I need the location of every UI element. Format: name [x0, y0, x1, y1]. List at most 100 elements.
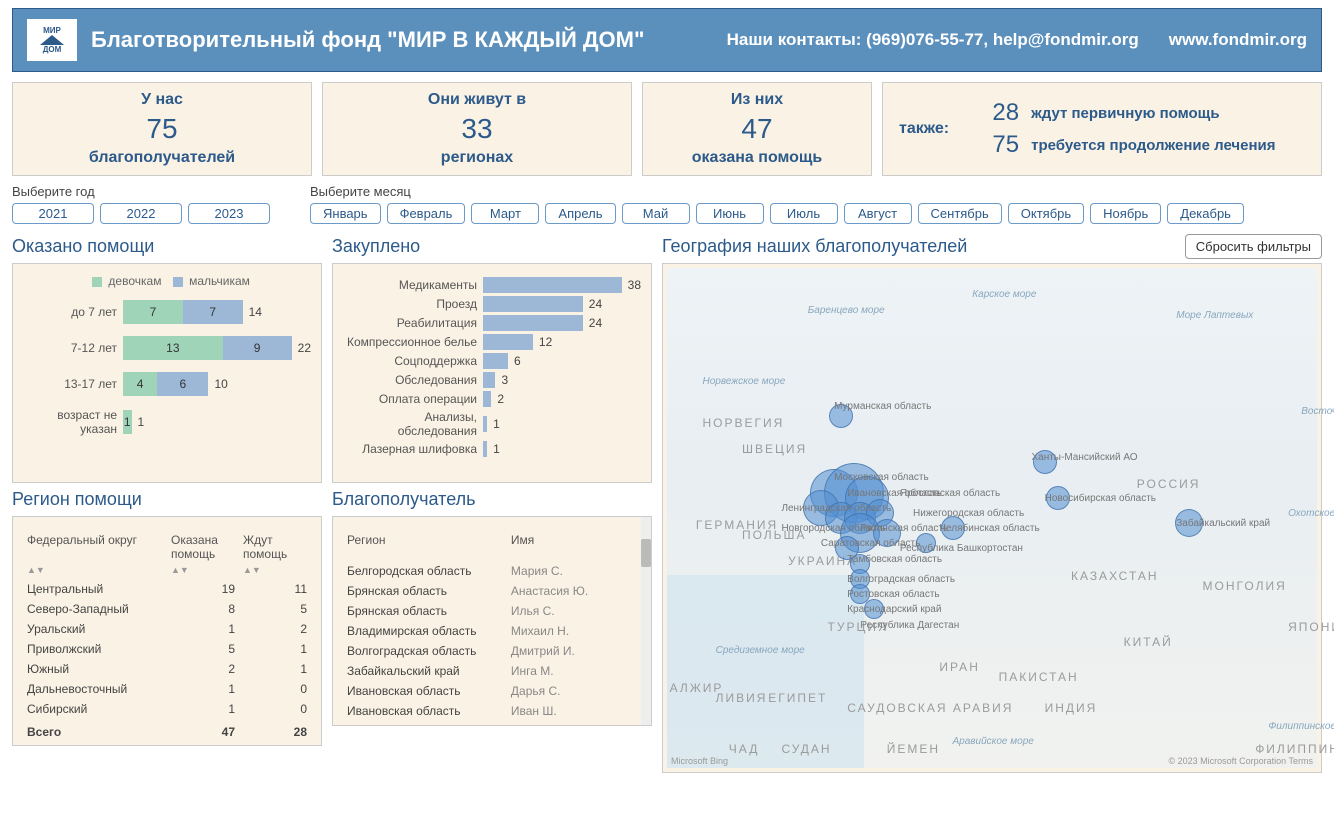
table-row[interactable]: Сибирский10 [23, 699, 311, 719]
table-header[interactable]: Ждут помощь [243, 533, 287, 561]
map-place-label[interactable]: Ростовская область [847, 589, 939, 600]
bar-value: 6 [514, 354, 521, 368]
month-button[interactable]: Март [471, 203, 539, 224]
bar-label: Обследования [343, 373, 483, 387]
panel-help-by-age: девочкам мальчикам до 7 лет 7 7 14 7-12 … [12, 263, 322, 483]
kpi-label: У нас [141, 91, 183, 109]
map-place-label[interactable]: Забайкальский край [1176, 518, 1270, 529]
table-row[interactable]: Волгоградская областьДмитрий И. [343, 641, 641, 661]
month-button[interactable]: Сентябрь [918, 203, 1002, 224]
map-place-label[interactable]: Ярославская область [900, 488, 1000, 499]
page-title: Благотворительный фонд "МИР В КАЖДЫЙ ДОМ… [91, 27, 727, 53]
age-bar-row: 7-12 лет 13 9 22 [23, 336, 311, 360]
map-place-label[interactable]: Республика Дагестан [860, 620, 959, 631]
bar-segment-girls[interactable]: 13 [123, 336, 223, 360]
month-button[interactable]: Июнь [696, 203, 764, 224]
bar-segment[interactable] [483, 416, 487, 432]
map-country-label: ЕГИПЕТ [768, 691, 827, 705]
table-row[interactable]: Белгородская областьМария С. [343, 561, 641, 581]
table-row[interactable]: Ивановская областьИван Ш. [343, 701, 641, 721]
bar-segment-boys[interactable]: 9 [223, 336, 292, 360]
table-row[interactable]: Южный21 [23, 659, 311, 679]
map-country-label: КАЗАХСТАН [1071, 569, 1159, 583]
month-button[interactable]: Май [622, 203, 690, 224]
month-button[interactable]: Январь [310, 203, 381, 224]
kpi-label: также: [899, 120, 949, 138]
month-button[interactable]: Апрель [545, 203, 615, 224]
month-button[interactable]: Октябрь [1008, 203, 1084, 224]
map-place-label[interactable]: Волгоградская область [847, 574, 955, 585]
table-row[interactable]: Северо-Западный85 [23, 599, 311, 619]
table-row[interactable]: Приволжский51 [23, 639, 311, 659]
panel-map[interactable]: РОССИЯКАЗАХСТАНКИТАЙМОНГОЛИЯИНДИЯИРАНТУР… [662, 263, 1322, 773]
map-place-label[interactable]: Ханты-Мансийский АО [1031, 452, 1137, 463]
bar-value: 1 [493, 442, 500, 456]
table-row[interactable]: Центральный1911 [23, 579, 311, 599]
bar-segment-girls[interactable]: 4 [123, 372, 157, 396]
bar-segment[interactable] [483, 372, 495, 388]
map-place-label[interactable]: Новосибирская область [1045, 493, 1156, 504]
map-place-label[interactable]: Ленинградская область [781, 503, 891, 514]
year-button[interactable]: 2023 [188, 203, 270, 224]
map-country-label: ШВЕЦИЯ [742, 442, 807, 456]
bar-segment-girls[interactable]: 1 [123, 410, 132, 434]
map-sea-area [667, 575, 864, 768]
table-row[interactable]: Брянская областьАнастасия Ю. [343, 581, 641, 601]
month-button[interactable]: Июль [770, 203, 838, 224]
bar-segment[interactable] [483, 441, 487, 457]
map-place-label[interactable]: Московская область [834, 472, 929, 483]
month-button[interactable]: Декабрь [1167, 203, 1244, 224]
table-row[interactable]: Владимирская областьМихаил Н. [343, 621, 641, 641]
header-site[interactable]: www.fondmir.org [1169, 30, 1307, 50]
bar-segment-boys[interactable]: 6 [157, 372, 208, 396]
table-row[interactable]: Брянская областьИлья С. [343, 601, 641, 621]
table-row[interactable]: Забайкальский крайИнга М. [343, 661, 641, 681]
map-provider-logo: Microsoft Bing [671, 756, 728, 766]
kpi-helped: Из них 47 оказана помощь [642, 82, 872, 176]
table-header[interactable]: Федеральный округ [27, 533, 137, 547]
bar-segment[interactable] [483, 391, 491, 407]
bar-segment[interactable] [483, 296, 583, 312]
filter-label-month: Выберите месяц [310, 184, 1322, 199]
map-sea-label: Филиппинское море [1268, 721, 1334, 732]
month-button[interactable]: Август [844, 203, 912, 224]
kpi-label: оказана помощь [692, 149, 822, 167]
map-place-label[interactable]: Мурманская область [834, 401, 931, 412]
table-header[interactable]: Оказана помощь [171, 533, 218, 561]
bar-value: 38 [628, 278, 641, 292]
map-sea-label: Карское море [972, 289, 1036, 300]
bar-label: Соцподдержка [343, 354, 483, 368]
table-row[interactable]: Дальневосточный10 [23, 679, 311, 699]
map-place-label[interactable]: Нижегородская область [913, 508, 1024, 519]
age-bar-row: возраст не указан 1 1 [23, 408, 311, 436]
map-place-label[interactable]: Краснодарский край [847, 604, 941, 615]
map-place-label[interactable]: Рязанская область [860, 523, 948, 534]
bar-segment[interactable] [483, 334, 533, 350]
section-title-region: Регион помощи [12, 489, 322, 510]
table-row[interactable]: Ивановская областьКирилл Д. [343, 721, 641, 726]
table-header[interactable]: Имя [511, 533, 534, 547]
map-place-label[interactable]: Челябинская область [939, 523, 1039, 534]
bar-segment-boys[interactable]: 7 [183, 300, 243, 324]
region-table: Федеральный округ▲▼ Оказана помощь▲▼ Жду… [23, 527, 311, 742]
table-header[interactable]: Регион [347, 533, 386, 547]
scrollbar-thumb[interactable] [641, 539, 651, 567]
kpi-label: ждут первичную помощь [1031, 105, 1219, 122]
map-place-label[interactable]: Тамбовская область [847, 554, 942, 565]
table-total-row: Всего4728 [23, 719, 311, 742]
month-button[interactable]: Ноябрь [1090, 203, 1161, 224]
bar-segment[interactable] [483, 277, 622, 293]
table-row[interactable]: Ивановская областьДарья С. [343, 681, 641, 701]
year-button[interactable]: 2022 [100, 203, 182, 224]
table-row[interactable]: Уральский12 [23, 619, 311, 639]
year-button[interactable]: 2021 [12, 203, 94, 224]
purchase-bar-row: Медикаменты 38 [343, 277, 641, 293]
reset-filters-button[interactable]: Сбросить фильтры [1185, 234, 1322, 259]
bar-segment-girls[interactable]: 7 [123, 300, 183, 324]
filter-label-year: Выберите год [12, 184, 270, 199]
bar-segment[interactable] [483, 315, 583, 331]
section-title-purchased: Закуплено [332, 236, 652, 257]
purchase-bar-row: Оплата операции 2 [343, 391, 641, 407]
bar-segment[interactable] [483, 353, 508, 369]
month-button[interactable]: Февраль [387, 203, 466, 224]
